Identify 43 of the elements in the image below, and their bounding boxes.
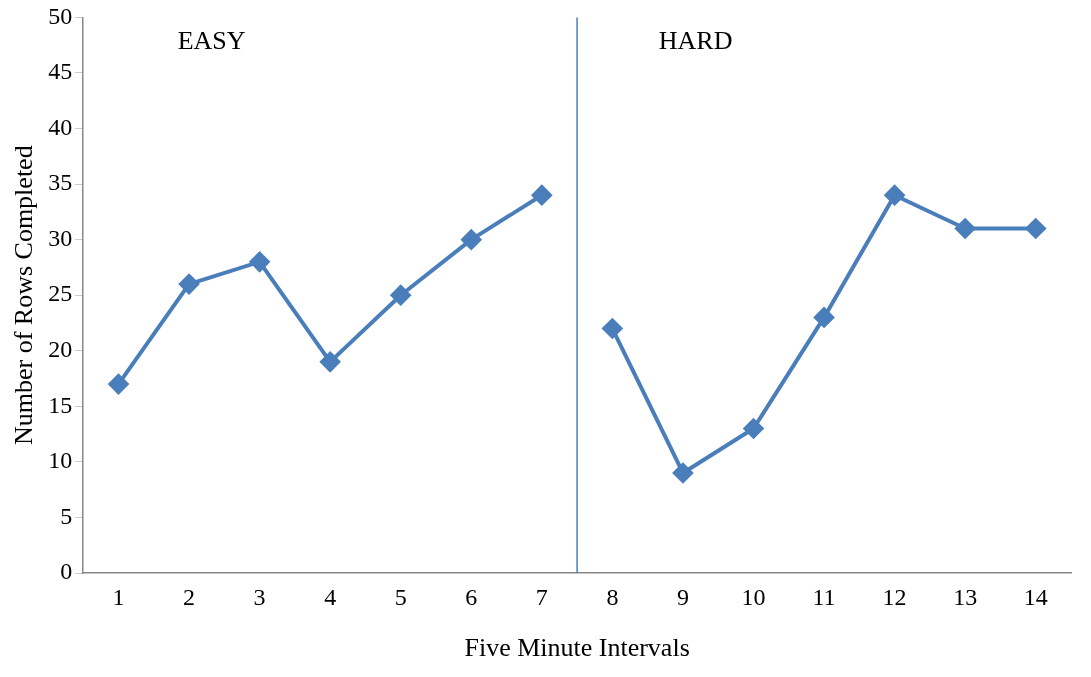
y-tick-label: 45 [48,58,73,85]
annotation: HARD [658,26,733,56]
y-tick-label: 40 [48,113,73,140]
y-tick-label: 30 [48,224,73,251]
y-tick-label: 0 [60,558,73,585]
point [884,185,905,206]
y-tick-label: 25 [48,280,73,307]
point [179,274,200,295]
x-tick-label: 5 [394,583,407,610]
y-tick-label: 20 [48,336,73,363]
x-tick-label: 12 [882,583,907,610]
x-tick-label: 10 [741,583,766,610]
y-tick-label: 15 [48,391,73,418]
y-tick-label: 5 [60,502,73,529]
x-tick-label: 14 [1023,583,1048,610]
annotation: EASY [177,26,246,56]
point [955,218,976,239]
point [602,318,623,339]
x-axis-title: Five Minute Intervals [464,633,690,663]
x-tick-label: 11 [812,583,836,610]
x-tick-label: 4 [324,583,337,610]
y-axis-title: Number of Rows Completed [9,145,39,446]
point [461,229,482,250]
x-tick-label: 7 [535,583,548,610]
x-tick-label: 3 [253,583,266,610]
x-tick-label: 1 [112,583,125,610]
point [1025,218,1046,239]
point [672,462,693,483]
x-tick-label: 13 [953,583,978,610]
y-tick-label: 10 [48,447,73,474]
point [390,285,411,306]
x-tick-label: 2 [183,583,196,610]
point [320,351,341,372]
y-tick-label: 35 [48,169,73,196]
point [108,374,129,395]
x-tick-label: 8 [606,583,619,610]
x-tick-label: 9 [676,583,689,610]
point [531,185,552,206]
point [249,251,270,272]
x-tick-label: 6 [465,583,478,610]
point [814,307,835,328]
y-tick-label: 50 [48,2,73,29]
point [743,418,764,439]
